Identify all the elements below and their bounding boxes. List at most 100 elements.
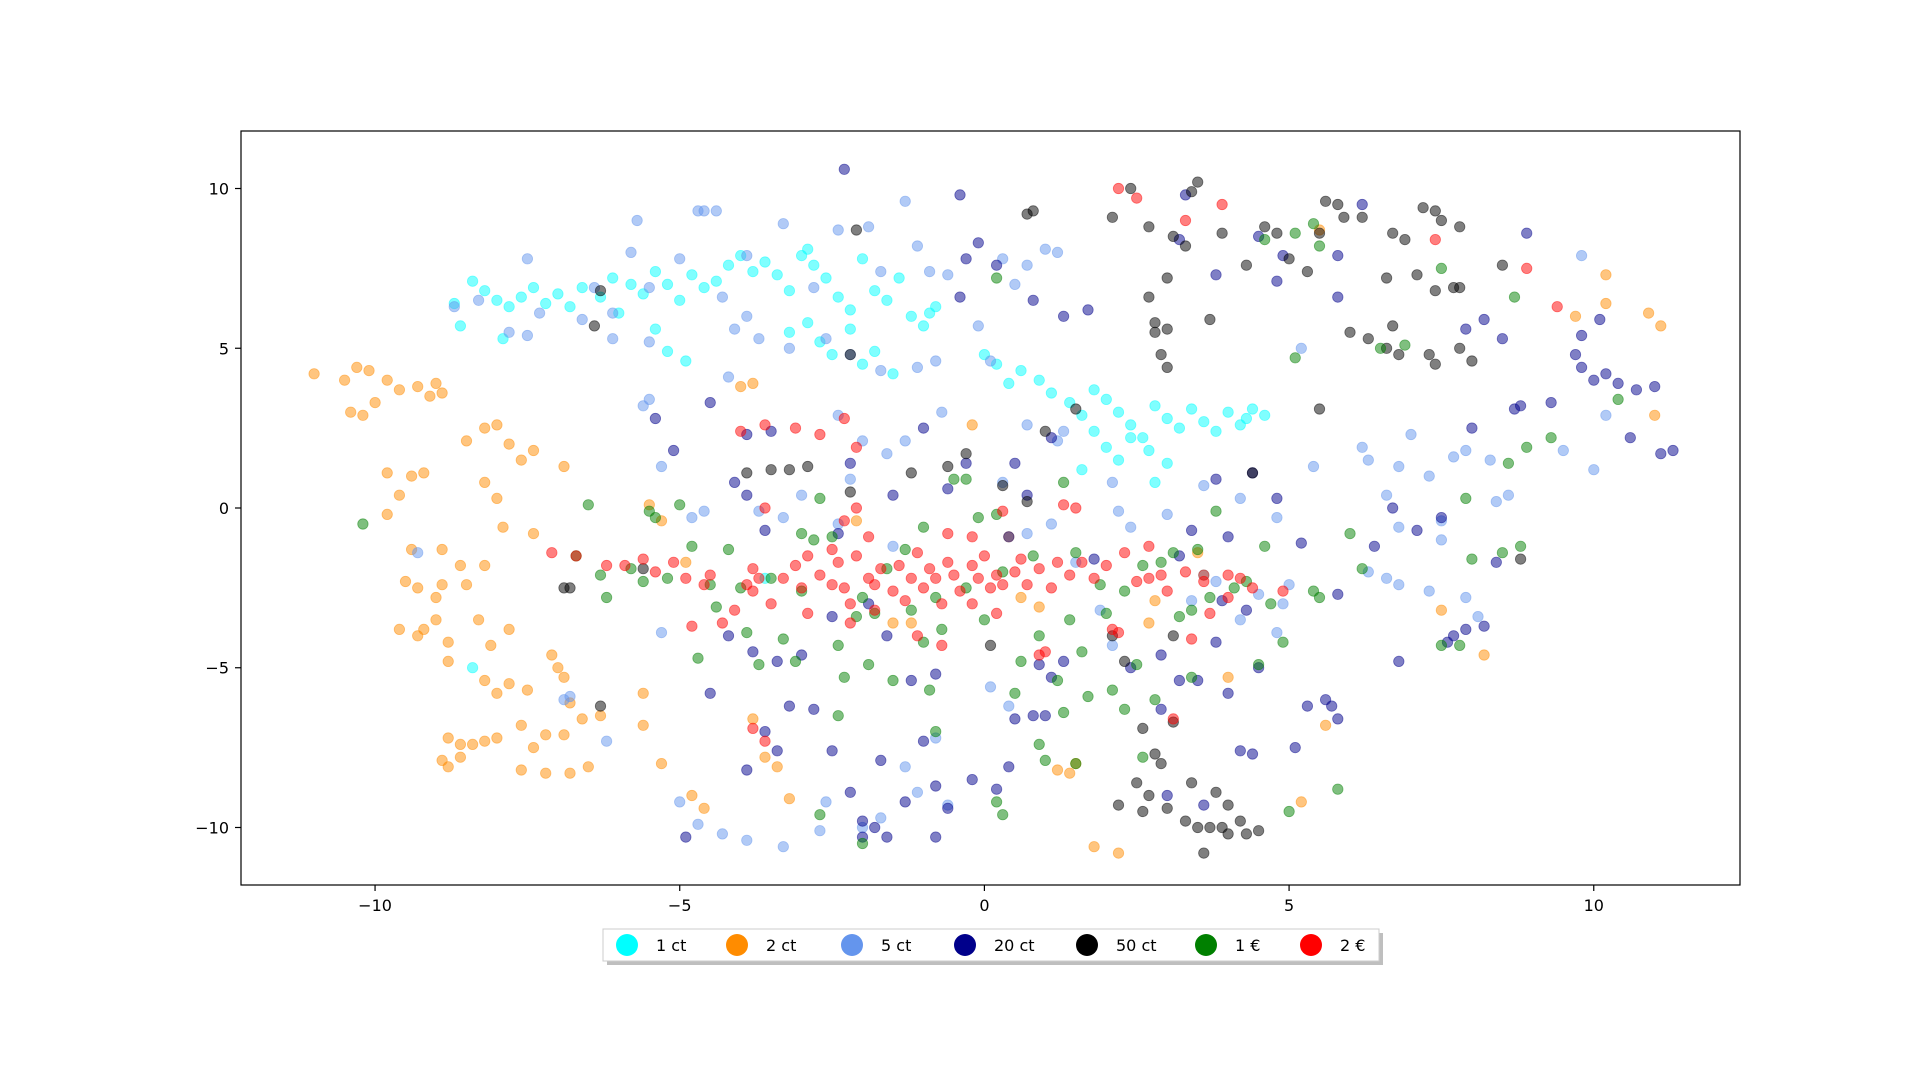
- data-point: [1210, 473, 1222, 485]
- data-point: [381, 508, 393, 521]
- data-point: [783, 342, 796, 354]
- data-point: [1033, 649, 1045, 661]
- data-point: [1131, 777, 1143, 789]
- data-point: [1021, 259, 1033, 271]
- data-point: [442, 655, 454, 668]
- data-point: [1112, 454, 1125, 466]
- data-point: [936, 623, 948, 636]
- data-point: [680, 831, 692, 843]
- legend-label: 20 ct: [994, 936, 1035, 955]
- data-point: [1112, 505, 1125, 517]
- data-point: [1204, 591, 1216, 604]
- data-point: [1112, 626, 1125, 639]
- legend-marker: [616, 934, 638, 956]
- data-point: [1155, 569, 1167, 581]
- data-point: [399, 575, 412, 588]
- data-point: [540, 767, 552, 779]
- data-point: [881, 448, 893, 460]
- data-point: [1149, 694, 1161, 706]
- data-point: [1557, 444, 1569, 457]
- series-6: [546, 182, 1563, 747]
- data-point: [1521, 227, 1533, 239]
- data-point: [1161, 361, 1173, 373]
- data-point: [789, 559, 802, 572]
- data-point: [564, 301, 576, 313]
- data-point: [1155, 348, 1167, 361]
- data-point: [1119, 703, 1131, 715]
- data-point: [899, 195, 911, 207]
- data-point: [954, 291, 966, 303]
- data-point: [942, 802, 954, 814]
- data-point: [454, 751, 466, 763]
- data-point: [1222, 531, 1234, 543]
- data-point: [1295, 342, 1307, 354]
- data-point: [905, 674, 917, 687]
- data-point: [869, 604, 881, 616]
- data-point: [1112, 182, 1125, 195]
- data-point: [607, 333, 619, 345]
- data-point: [1277, 598, 1289, 610]
- data-point: [674, 253, 686, 265]
- data-point: [686, 269, 698, 281]
- data-point: [704, 687, 716, 699]
- data-point: [1271, 626, 1283, 639]
- data-point: [1484, 454, 1496, 466]
- data-point: [472, 294, 485, 306]
- data-point: [1393, 460, 1405, 473]
- data-point: [917, 320, 930, 332]
- data-point: [783, 793, 796, 805]
- data-point: [649, 511, 662, 524]
- data-point: [954, 585, 966, 597]
- data-point: [1569, 310, 1582, 322]
- data-point: [497, 521, 509, 533]
- data-point: [576, 281, 588, 294]
- data-point: [948, 473, 960, 485]
- data-point: [887, 489, 899, 501]
- data-point: [1332, 783, 1344, 795]
- data-point: [442, 732, 454, 744]
- data-point: [850, 224, 863, 236]
- data-point: [862, 221, 875, 233]
- data-point: [1429, 358, 1441, 370]
- data-point: [1198, 416, 1210, 428]
- data-point: [576, 713, 588, 725]
- data-point: [917, 735, 930, 747]
- data-point: [1021, 495, 1033, 508]
- data-point: [491, 492, 503, 504]
- data-point: [552, 662, 564, 674]
- data-point: [722, 630, 735, 642]
- data-point: [600, 591, 613, 604]
- data-point: [1222, 828, 1234, 840]
- data-point: [1338, 211, 1350, 223]
- data-point: [960, 473, 972, 485]
- data-point: [753, 658, 765, 671]
- data-point: [1374, 342, 1387, 354]
- data-point: [479, 559, 491, 572]
- data-point: [814, 492, 826, 504]
- data-point: [1082, 690, 1094, 703]
- data-point: [1210, 505, 1222, 517]
- data-point: [1143, 540, 1155, 552]
- data-point: [1125, 182, 1137, 195]
- data-point: [1460, 444, 1472, 457]
- data-point: [1106, 684, 1119, 696]
- data-point: [418, 623, 430, 636]
- data-point: [1259, 221, 1271, 233]
- data-point: [1515, 553, 1527, 565]
- data-point: [1423, 348, 1435, 361]
- legend[interactable]: 1 ct 2 ct 5 ct 20 ct 50 ct 1 € 2 €: [602, 928, 1383, 965]
- data-point: [1015, 655, 1027, 668]
- data-point: [844, 323, 856, 335]
- data-point: [430, 591, 442, 604]
- data-point: [875, 265, 887, 278]
- data-point: [674, 499, 686, 511]
- data-point: [1448, 630, 1460, 642]
- data-point: [911, 240, 924, 252]
- data-point: [826, 610, 838, 623]
- data-point: [1222, 569, 1234, 581]
- data-point: [655, 460, 668, 473]
- data-point: [1027, 550, 1039, 562]
- data-point: [997, 479, 1009, 492]
- data-point: [1399, 234, 1411, 246]
- data-point: [966, 419, 978, 431]
